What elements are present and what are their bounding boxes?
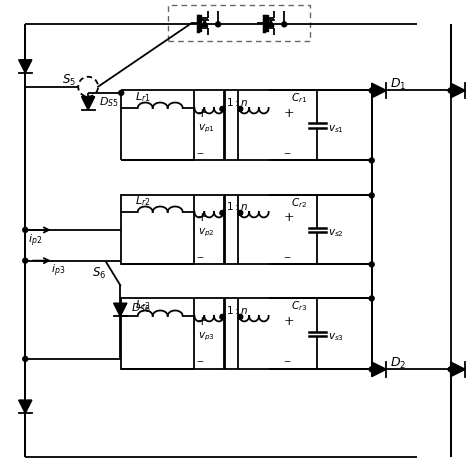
Text: –: – — [196, 355, 203, 369]
Text: $D_2$: $D_2$ — [390, 356, 406, 371]
Text: $v_{p2}$: $v_{p2}$ — [198, 227, 215, 239]
Circle shape — [369, 88, 374, 93]
Text: $D_1$: $D_1$ — [390, 77, 407, 92]
Text: $L_{r2}$: $L_{r2}$ — [136, 194, 151, 208]
Bar — [121, 195, 372, 264]
Text: –: – — [196, 250, 203, 264]
Bar — [121, 299, 372, 369]
Text: +: + — [284, 315, 294, 328]
Text: $v_{s3}$: $v_{s3}$ — [328, 331, 344, 343]
Text: +: + — [196, 315, 207, 328]
Polygon shape — [18, 400, 32, 413]
Circle shape — [119, 91, 124, 95]
Text: –: – — [196, 146, 203, 160]
Polygon shape — [82, 97, 95, 110]
Text: $D_{S5}$: $D_{S5}$ — [99, 95, 118, 109]
Polygon shape — [451, 362, 465, 377]
Polygon shape — [372, 83, 386, 98]
Circle shape — [369, 296, 374, 301]
Circle shape — [23, 356, 27, 361]
Circle shape — [23, 228, 27, 232]
Text: $L_{r3}$: $L_{r3}$ — [136, 298, 151, 312]
Bar — [168, 5, 310, 41]
Text: +: + — [196, 211, 207, 224]
Polygon shape — [18, 60, 32, 73]
Circle shape — [448, 88, 453, 93]
Circle shape — [282, 22, 287, 27]
Text: $v_{p3}$: $v_{p3}$ — [198, 331, 215, 343]
Text: $v_{s1}$: $v_{s1}$ — [328, 124, 344, 136]
Text: $C_{r1}$: $C_{r1}$ — [292, 91, 308, 105]
Text: $v_{p1}$: $v_{p1}$ — [198, 123, 215, 136]
Polygon shape — [372, 362, 386, 377]
Circle shape — [238, 107, 243, 111]
Circle shape — [448, 367, 453, 372]
Polygon shape — [201, 20, 208, 27]
Text: –: – — [284, 146, 291, 160]
Polygon shape — [268, 20, 274, 27]
Text: $1:n$: $1:n$ — [226, 200, 248, 212]
Text: $i_{p3}$: $i_{p3}$ — [51, 262, 65, 279]
Text: +: + — [284, 108, 294, 120]
Text: $1:n$: $1:n$ — [226, 96, 248, 108]
Circle shape — [220, 314, 225, 319]
Text: $C_{r3}$: $C_{r3}$ — [292, 299, 308, 313]
Circle shape — [23, 258, 27, 263]
Text: $S_5$: $S_5$ — [62, 73, 76, 89]
Circle shape — [220, 210, 225, 215]
Circle shape — [220, 107, 225, 111]
Circle shape — [369, 193, 374, 198]
Text: $C_{r2}$: $C_{r2}$ — [292, 196, 308, 210]
Text: $i_{p2}$: $i_{p2}$ — [27, 233, 42, 249]
Polygon shape — [451, 83, 465, 98]
Text: $D_{S6}$: $D_{S6}$ — [131, 301, 151, 316]
Circle shape — [369, 158, 374, 163]
Text: $1:n$: $1:n$ — [226, 304, 248, 316]
Text: $S_6$: $S_6$ — [92, 266, 106, 281]
Text: +: + — [196, 108, 207, 120]
Text: –: – — [284, 250, 291, 264]
Circle shape — [238, 314, 243, 319]
Text: –: – — [284, 355, 291, 369]
Text: +: + — [284, 211, 294, 224]
Text: $v_{s2}$: $v_{s2}$ — [328, 228, 344, 239]
Circle shape — [238, 210, 243, 215]
Polygon shape — [114, 303, 127, 317]
Text: $L_{r1}$: $L_{r1}$ — [136, 90, 151, 104]
Circle shape — [216, 22, 220, 27]
Circle shape — [369, 262, 374, 267]
Circle shape — [369, 367, 374, 372]
